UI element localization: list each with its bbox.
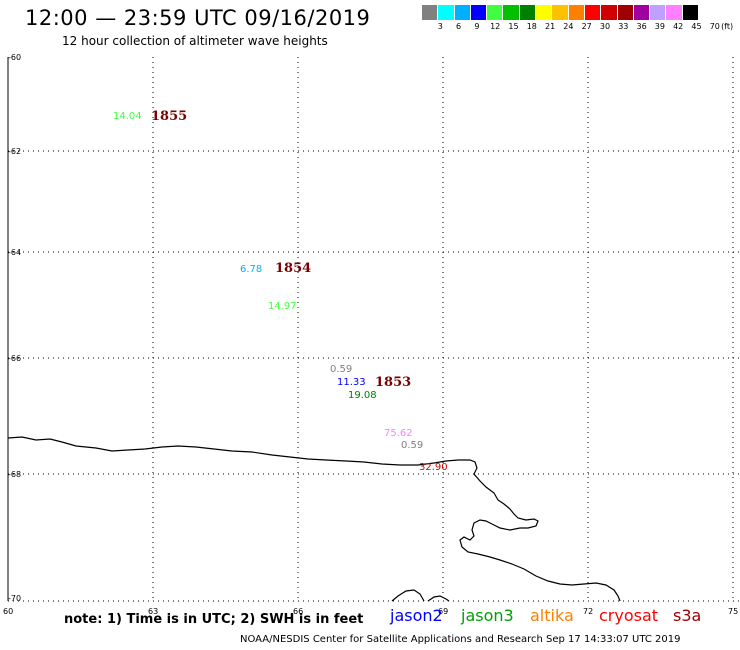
wave-height-colorbar xyxy=(422,5,700,20)
lon-label: 66 xyxy=(293,607,303,616)
colorbar-tick: 15 xyxy=(508,22,519,31)
colorbar-tick: 3 xyxy=(437,22,443,31)
lon-label: 60 xyxy=(3,607,13,616)
colorbar-swatch xyxy=(503,5,520,20)
lat-label: -70 xyxy=(8,594,21,603)
colorbar-tick: 39 xyxy=(654,22,665,31)
lat-label: -64 xyxy=(8,248,21,257)
page-subtitle: 12 hour collection of altimeter wave hei… xyxy=(62,34,328,48)
coastline xyxy=(7,436,621,602)
colorbar-tick: 36 xyxy=(636,22,647,31)
colorbar-swatch xyxy=(682,5,700,20)
legend-s3a: s3a xyxy=(673,606,702,625)
pass-time-labels: 1855 1854 1853 xyxy=(151,109,411,390)
pass-time-label: 1855 xyxy=(151,109,187,124)
wave-height-value: 6.78 xyxy=(240,264,262,275)
colorbar-tick: 12 xyxy=(490,22,501,31)
footer-credit: NOAA/NESDIS Center for Satellite Applica… xyxy=(240,634,681,645)
colorbar-swatch xyxy=(552,5,569,20)
longitude-gridlines xyxy=(152,57,734,601)
latitude-gridlines xyxy=(8,150,740,602)
colorbar-swatch xyxy=(666,5,683,20)
wave-height-value: 19.08 xyxy=(348,390,377,401)
lon-label: 75 xyxy=(728,607,738,616)
wave-height-value: 11.33 xyxy=(337,377,366,388)
wave-height-value: 14.97 xyxy=(268,301,297,312)
coastline-segment xyxy=(391,589,425,602)
colorbar-swatch xyxy=(470,5,488,20)
lat-label: -60 xyxy=(8,53,21,62)
footer-note: note: 1) Time is in UTC; 2) SWH is in fe… xyxy=(64,612,364,627)
wave-height-value: 75.62 xyxy=(384,428,413,439)
wave-height-value: 32.90 xyxy=(419,462,448,473)
colorbar-swatch xyxy=(536,5,553,20)
colorbar-swatch xyxy=(633,5,651,20)
colorbar-tick: 30 xyxy=(599,22,611,31)
colorbar-swatch xyxy=(568,5,585,20)
pass-time-label: 1853 xyxy=(375,375,411,390)
coastline-segment xyxy=(427,595,450,602)
colorbar-tick: 9 xyxy=(474,22,480,31)
colorbar-tick: 21 xyxy=(545,22,556,31)
colorbar-tick: 45 xyxy=(691,22,702,31)
colorbar-tick: 42 xyxy=(673,22,684,31)
colorbar-swatch xyxy=(438,5,455,20)
colorbar-tick: 27 xyxy=(581,22,592,31)
page-title: 12:00 — 23:59 UTC 09/16/2019 xyxy=(25,6,371,30)
colorbar-swatch xyxy=(519,5,537,20)
colorbar-tick: 33 xyxy=(618,22,629,31)
pass-time-label: 1854 xyxy=(275,261,311,276)
lon-label: 69 xyxy=(438,607,448,616)
wave-height-value: 0.59 xyxy=(330,364,352,375)
colorbar-tick: 6 xyxy=(456,22,462,31)
lon-label: 63 xyxy=(148,607,158,616)
lat-label: -66 xyxy=(8,354,21,363)
colorbar-tick-labels: 3 6 9 12 15 18 21 24 27 30 33 36 39 42 45 70 (ft) xyxy=(422,22,740,34)
colorbar-swatch xyxy=(650,5,667,20)
colorbar-swatch xyxy=(487,5,504,20)
colorbar-swatch xyxy=(584,5,602,20)
colorbar-swatch xyxy=(454,5,471,20)
legend-altika: altika xyxy=(530,606,574,625)
legend-jason2: jason2 xyxy=(390,606,443,625)
legend-jason3: jason3 xyxy=(461,606,514,625)
colorbar-swatch xyxy=(601,5,618,20)
colorbar-tick: 70 xyxy=(709,22,720,31)
lat-label: -68 xyxy=(8,470,21,479)
colorbar-unit: (ft) xyxy=(721,22,734,31)
colorbar-tick: 24 xyxy=(563,22,574,31)
wave-height-value: 0.59 xyxy=(401,440,423,451)
colorbar-swatch xyxy=(617,5,634,20)
colorbar-tick: 18 xyxy=(526,22,537,31)
wave-height-observations: 14.04 6.78 14.97 0.59 11.33 19.08 75.62 … xyxy=(113,111,448,473)
colorbar-swatch xyxy=(422,5,439,20)
lon-label: 72 xyxy=(583,607,593,616)
legend-cryosat: cryosat xyxy=(599,606,659,625)
lat-label: -62 xyxy=(8,147,21,156)
wave-height-value: 14.04 xyxy=(113,111,142,122)
